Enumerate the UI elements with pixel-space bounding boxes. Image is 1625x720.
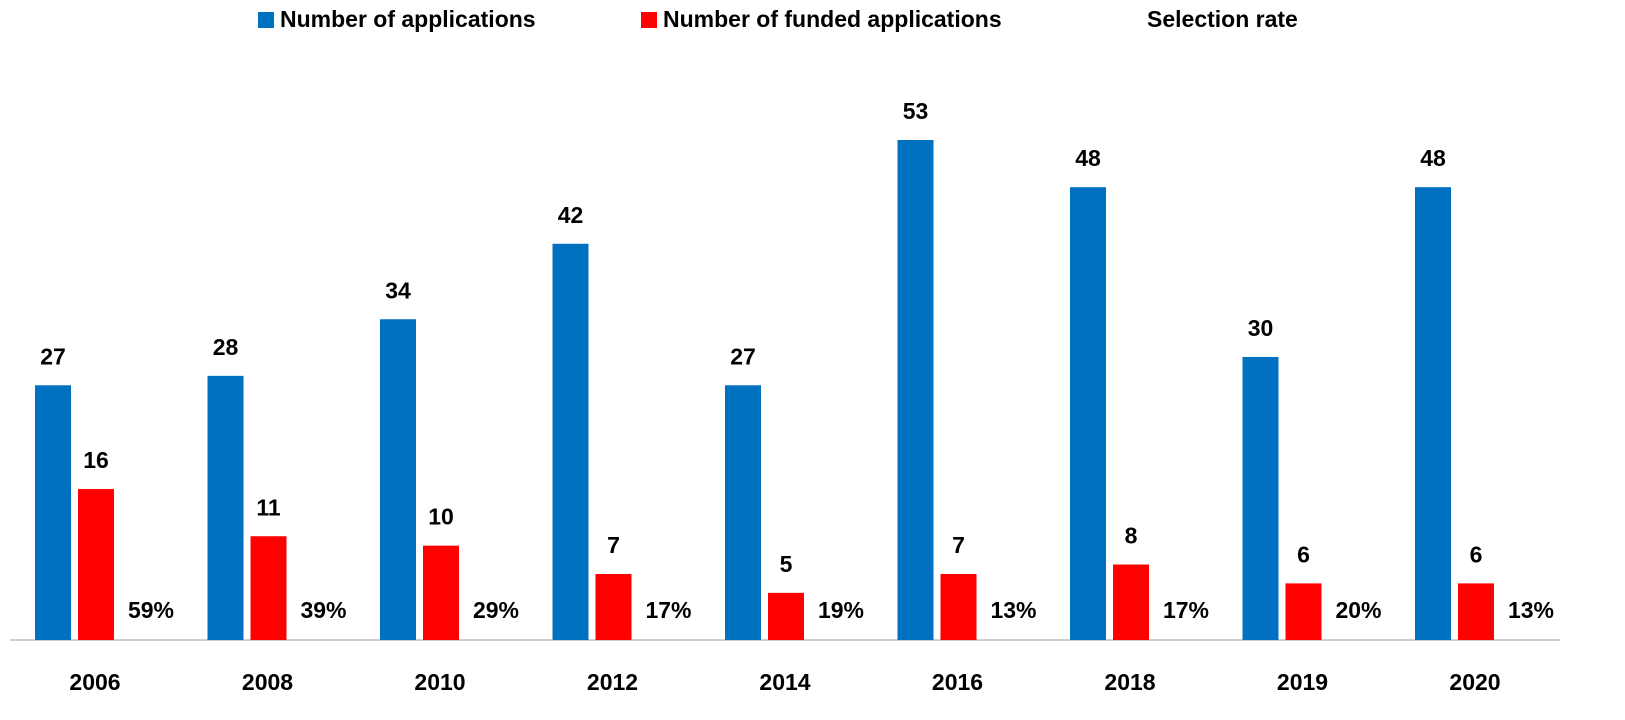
x-tick-label: 2014	[759, 669, 810, 695]
data-label: 27	[730, 343, 756, 369]
data-label: 48	[1420, 145, 1446, 171]
rate-label: 59%	[128, 597, 174, 623]
rate-label: 20%	[1335, 597, 1381, 623]
legend-swatch	[258, 12, 274, 28]
rate-label: 19%	[818, 597, 864, 623]
rate-label: 17%	[1163, 597, 1209, 623]
bar	[897, 140, 934, 640]
data-label: 6	[1470, 541, 1483, 567]
legend-label: Number of funded applications	[663, 6, 1002, 32]
x-tick-label: 2016	[932, 669, 983, 695]
bar	[1242, 356, 1279, 640]
data-label: 6	[1297, 541, 1310, 567]
data-label: 8	[1125, 523, 1138, 549]
bar	[1415, 187, 1451, 641]
bar	[380, 319, 416, 640]
data-label: 48	[1075, 145, 1101, 171]
bar	[725, 385, 761, 640]
rate-label: 39%	[300, 597, 346, 623]
data-label: 27	[40, 343, 66, 369]
x-tick-label: 2012	[587, 669, 638, 695]
rate-label: 13%	[1508, 597, 1554, 623]
bar	[768, 592, 804, 640]
bar	[595, 573, 632, 640]
legend-label: Selection rate	[1147, 6, 1298, 32]
bar	[552, 243, 589, 640]
bar	[1113, 564, 1149, 640]
bar	[940, 573, 977, 640]
bar	[78, 489, 114, 640]
rate-label: 29%	[473, 597, 519, 623]
bar	[250, 536, 287, 640]
data-label: 11	[256, 494, 281, 520]
bar	[35, 385, 71, 640]
data-label: 42	[558, 202, 584, 228]
data-label: 34	[385, 277, 411, 303]
data-label: 28	[213, 334, 239, 360]
bar	[1285, 583, 1322, 640]
data-label: 7	[952, 532, 965, 558]
bar	[1458, 583, 1494, 640]
bar	[207, 375, 244, 640]
legend-swatch	[641, 12, 657, 28]
data-label: 7	[607, 532, 620, 558]
data-label: 5	[780, 551, 793, 577]
x-tick-label: 2006	[69, 669, 120, 695]
legend-label: Number of applications	[280, 6, 536, 32]
rate-label: 17%	[645, 597, 691, 623]
x-tick-label: 2010	[414, 669, 465, 695]
bar	[1070, 187, 1106, 641]
x-tick-label: 2018	[1104, 669, 1155, 695]
data-label: 53	[903, 98, 929, 124]
rate-label: 13%	[990, 597, 1036, 623]
x-tick-label: 2020	[1449, 669, 1500, 695]
x-tick-label: 2008	[242, 669, 293, 695]
data-label: 30	[1248, 315, 1274, 341]
data-label: 10	[428, 504, 454, 530]
bar	[423, 545, 459, 640]
data-label: 16	[83, 447, 109, 473]
x-tick-label: 2019	[1277, 669, 1328, 695]
